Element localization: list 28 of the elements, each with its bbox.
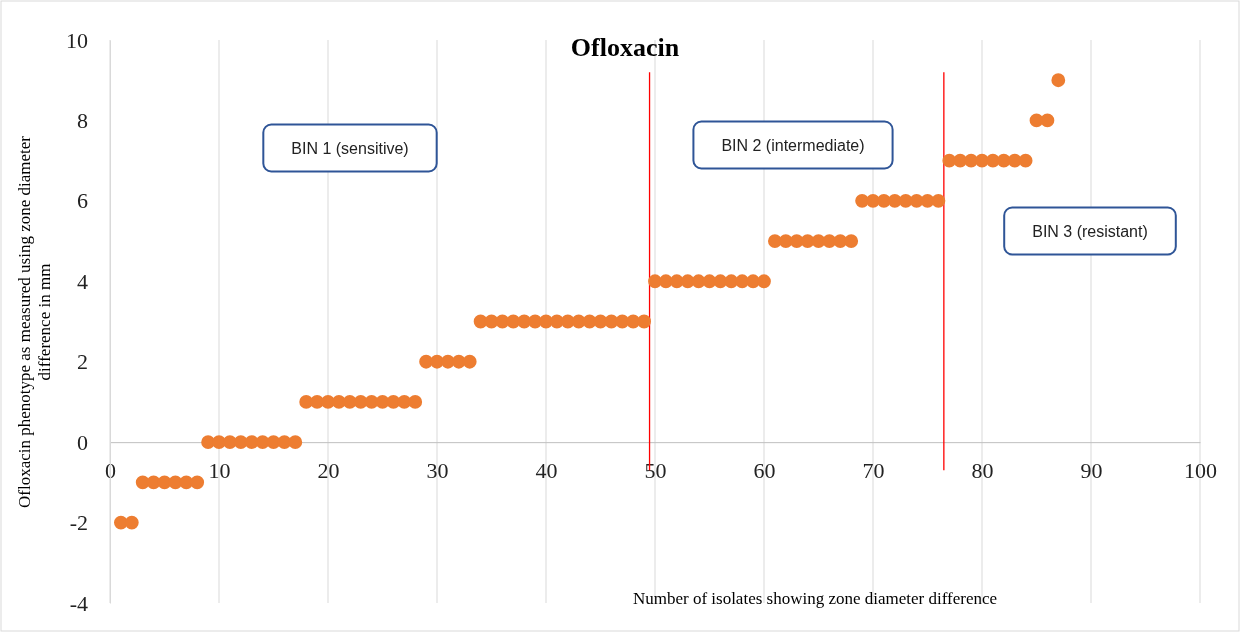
x-axis-title: Number of isolates showing zone diameter difference xyxy=(632,589,998,608)
x-tick-label: 40 xyxy=(535,457,558,483)
annotation: BIN 3 (resistant) xyxy=(1032,222,1148,240)
y-tick-label: 4 xyxy=(77,268,88,294)
y-tick-label: -2 xyxy=(69,510,88,536)
y-tick-label: -4 xyxy=(69,590,88,616)
y-tick-label: 8 xyxy=(77,107,88,133)
y-tick-label: 10 xyxy=(66,27,88,53)
x-tick-label: 0 xyxy=(105,457,116,483)
chart-title: Ofloxacin xyxy=(570,33,680,62)
x-tick-label: 20 xyxy=(317,457,340,483)
x-tick-label: 100 xyxy=(1184,457,1217,483)
y-axis-title: Ofloxacin phenotype as measured using zone diameter difference in mm xyxy=(15,135,54,508)
label-box: BIN 2 (intermediate) xyxy=(692,120,894,170)
x-tick-label: 80 xyxy=(971,457,994,483)
x-tick-label: 60 xyxy=(753,457,776,483)
x-tick-label: 70 xyxy=(862,457,885,483)
x-tick-label: 90 xyxy=(1080,457,1103,483)
annotation: BIN 2 (intermediate) xyxy=(721,136,865,154)
label-box: BIN 3 (resistant) xyxy=(1003,206,1177,256)
y-tick-label: 6 xyxy=(77,188,88,214)
label-box: BIN 1 (sensitive) xyxy=(262,123,438,173)
annotation: BIN 1 (sensitive) xyxy=(291,139,409,157)
x-tick-label: 30 xyxy=(426,457,449,483)
y-tick-label: 2 xyxy=(77,349,88,375)
x-tick-label: 50 xyxy=(644,457,667,483)
y-tick-label: 0 xyxy=(77,429,88,455)
x-tick-label: 10 xyxy=(208,457,231,483)
